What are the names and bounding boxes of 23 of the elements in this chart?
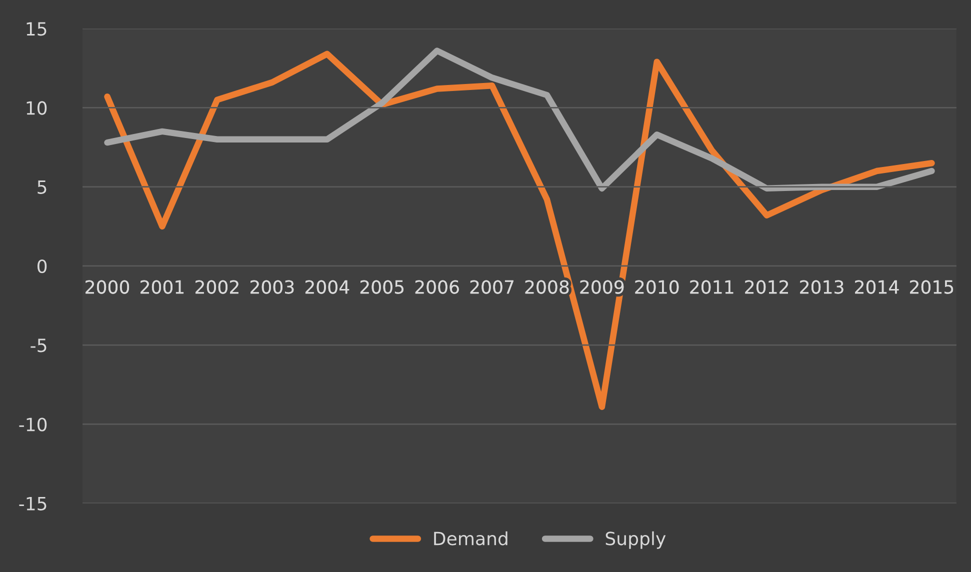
legend-label: Demand — [434, 531, 508, 546]
y-tick-label: 10 — [26, 101, 47, 115]
y-tick-label: -5 — [30, 338, 46, 352]
x-tick-label: 2013 — [800, 280, 844, 294]
y-tick-label: -10 — [19, 418, 47, 432]
x-tick-label: 2005 — [360, 280, 404, 294]
x-tick-label: 2001 — [140, 280, 184, 294]
x-tick-label: 2014 — [855, 280, 899, 294]
legend-label: Supply — [606, 531, 666, 549]
x-tick-label: 2000 — [86, 280, 130, 294]
y-tick-label: 5 — [38, 180, 46, 194]
x-tick-label: 2003 — [250, 280, 294, 294]
x-tick-label: 2006 — [415, 280, 459, 294]
y-tick-label: -15 — [19, 497, 46, 510]
x-tick-label: 2012 — [745, 280, 788, 294]
x-tick-label: 2007 — [470, 280, 514, 294]
x-tick-label: 2015 — [910, 280, 954, 294]
x-tick-label: 2002 — [196, 280, 238, 294]
y-tick-label: 15 — [26, 22, 46, 36]
x-tick-label: 2004 — [305, 280, 350, 294]
x-tick-label: 2011 — [690, 280, 734, 294]
x-tick-label: 2010 — [635, 280, 679, 294]
y-tick-label: 0 — [38, 259, 47, 274]
